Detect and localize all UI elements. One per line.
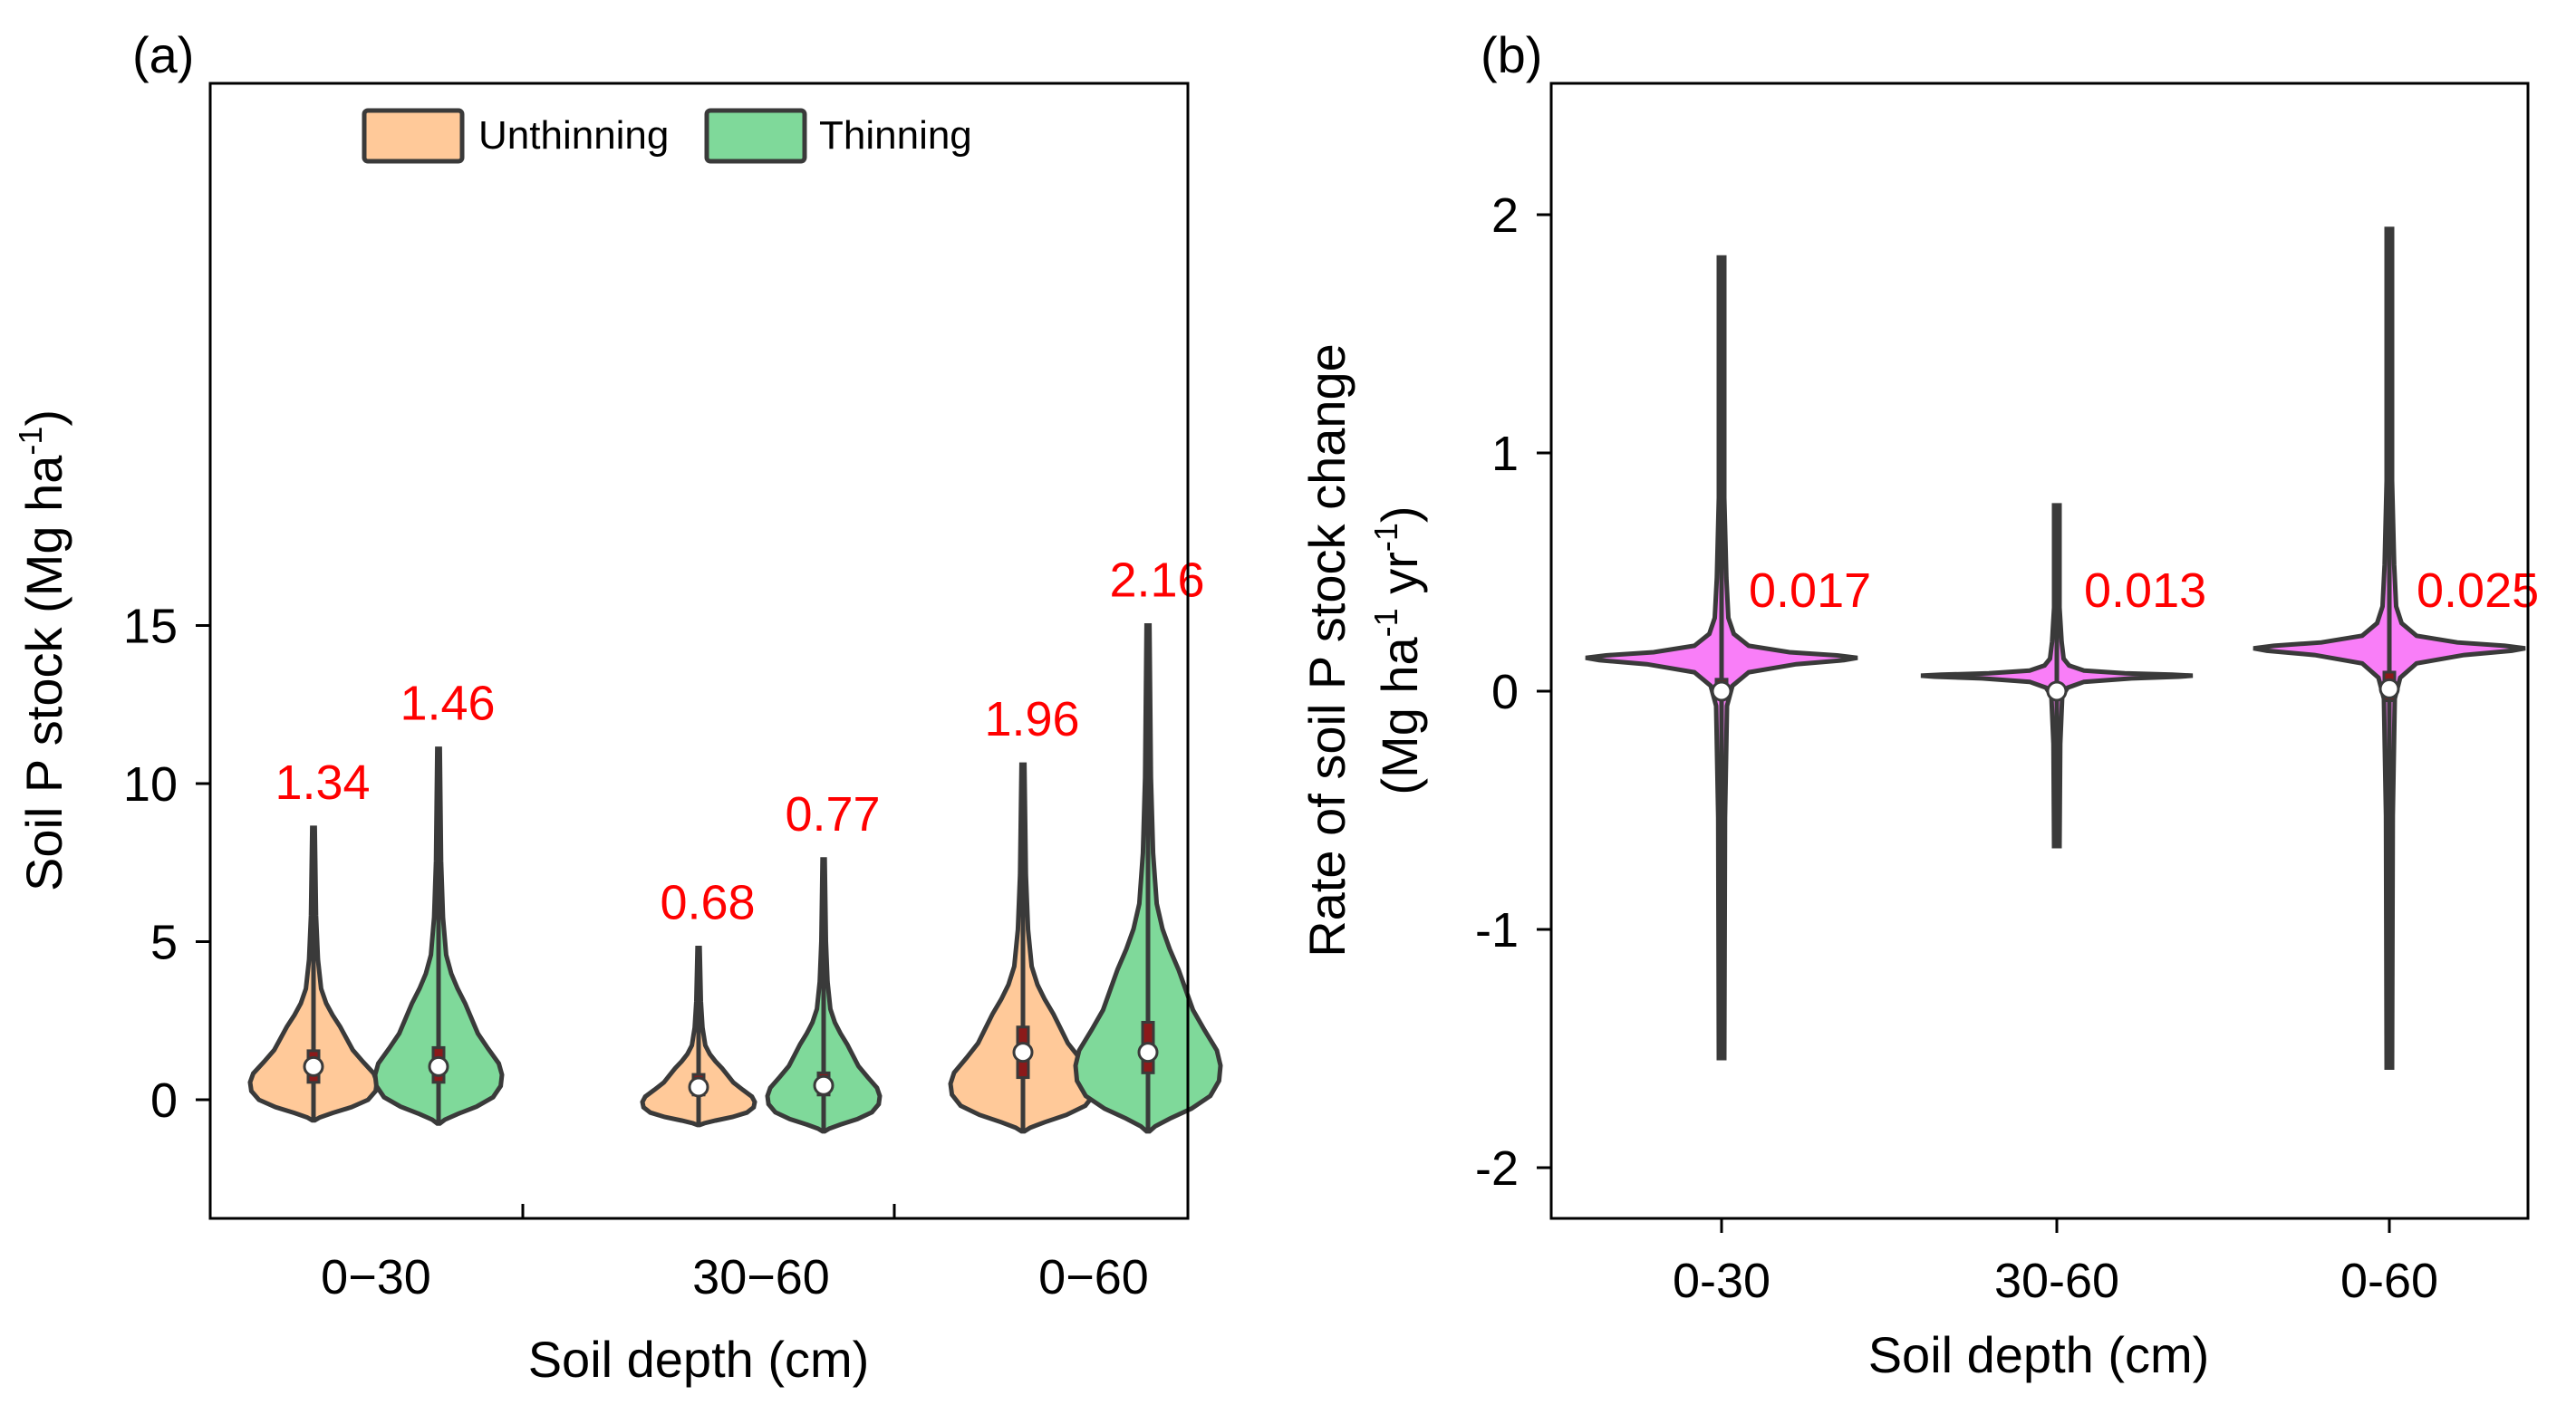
rate-2-value-label: 0.025 [2417,563,2539,618]
panel-b-y-tick-label: 1 [1491,427,1519,481]
panel-a-y-tick-label: 10 [123,757,178,812]
panel-b-plot-area: 0.017 0.013 0.025 [1585,226,2539,1070]
thinning-2-value-label: 2.16 [1109,553,1204,608]
panel-b-x-axis-title: Soil depth (cm) [1868,1326,2210,1383]
panel-a-y-tick-label: 0 [150,1073,178,1128]
panel-b-y-tick-label: 2 [1491,188,1519,243]
rate-0-value-label: 0.017 [1749,563,1871,618]
legend-label-unthinning: Unthinning [478,113,669,158]
panel-a-y-axis: 0 5 10 15 [123,600,210,1128]
panel-b-y-tick-label: -1 [1475,903,1519,958]
panel-a-x-tick-label: 30−60 [692,1250,830,1304]
panel-b-y-axis-title-line2: (Mg ha-1 yr-1) [1367,505,1428,794]
rate-2-median-marker [2378,678,2400,699]
panel-a: (a) 1.34 0.68 1.96 1.46 0.77 2.16 Unthinning … [12,26,1223,1388]
thinning-2-median-marker [1137,1042,1159,1063]
thinning-0-value-label: 1.46 [400,677,495,731]
legend-label-thinning: Thinning [819,113,972,158]
rate-1-median-marker [2046,680,2068,702]
panel-a-y-tick-label: 15 [123,600,178,654]
rate-0-median-marker [1711,680,1732,702]
unthinning-0-median-marker [303,1055,324,1077]
panel-a-y-tick-label: 5 [150,916,178,970]
panel-a-x-axis: 0−30 30−60 0−60 [321,1204,1149,1304]
legend-swatch-thinning [704,108,807,164]
panel-b-x-tick-label: 0-60 [2340,1254,2438,1308]
legend: Unthinning Thinning [362,108,972,164]
panel-b: (b) 0.017 0.013 0.025 -2 -1 0 1 2 0-30 30-60 0-6… [1298,26,2539,1383]
legend-swatch-unthinning [362,108,465,164]
panel-a-y-axis-title: Soil P stock (Mg ha-1) [12,409,72,891]
unthinning-0-value-label: 1.34 [275,755,370,810]
panel-b-x-tick-label: 0-30 [1673,1254,1770,1308]
panel-a-plot-area: 1.34 0.68 1.96 1.46 0.77 2.16 [247,553,1223,1134]
thinning-1-median-marker [813,1074,835,1096]
rate-1-value-label: 0.013 [2084,563,2206,618]
panel-a-frame [208,82,1190,1220]
panel-b-label: (b) [1481,26,1542,83]
panel-b-x-tick-label: 30-60 [1994,1254,2119,1308]
panel-a-label: (a) [132,26,194,83]
panel-b-y-axis-title-line1: Rate of soil P stock change [1298,343,1356,958]
panel-b-y-axis: -2 -1 0 1 2 [1475,188,1551,1196]
panel-b-frame [1549,82,2530,1220]
panel-b-y-tick-label: 0 [1491,665,1519,719]
panel-a-x-tick-label: 0−30 [321,1250,431,1304]
thinning-1-value-label: 0.77 [785,787,880,842]
thinning-0-median-marker [428,1055,449,1077]
panel-a-x-axis-title: Soil depth (cm) [528,1331,870,1388]
panel-a-x-tick-label: 0−60 [1038,1250,1149,1304]
panel-b-x-axis: 0-30 30-60 0-60 [1673,1218,2438,1308]
unthinning-1-median-marker [688,1076,709,1098]
unthinning-1-value-label: 0.68 [660,875,755,929]
panel-b-y-tick-label: -2 [1475,1141,1519,1196]
unthinning-2-median-marker [1012,1042,1034,1063]
unthinning-2-value-label: 1.96 [984,692,1079,746]
